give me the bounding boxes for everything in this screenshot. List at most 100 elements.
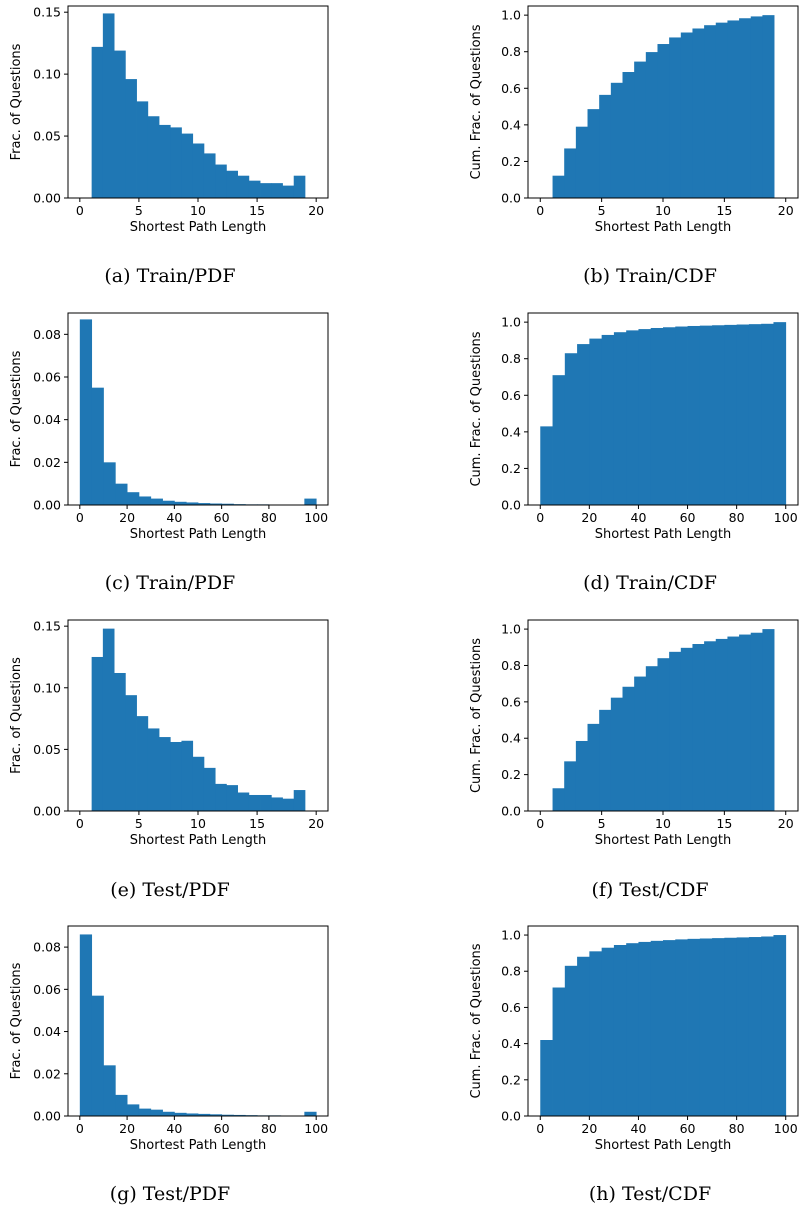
x-tick-label: 5 — [598, 203, 606, 218]
x-tick-label: 40 — [166, 510, 182, 525]
bar — [587, 723, 600, 811]
bar — [162, 500, 175, 505]
y-tick-label: 1.0 — [501, 928, 521, 943]
x-tick-label: 15 — [249, 203, 265, 218]
y-tick-label: 0.15 — [33, 5, 61, 20]
bar — [138, 1108, 152, 1116]
bar — [622, 686, 635, 811]
bar — [282, 798, 295, 811]
caption-e: (e) Test/PDF — [110, 879, 230, 901]
y-tick-label: 0.4 — [501, 117, 521, 132]
bar — [761, 323, 774, 505]
bar — [159, 124, 171, 198]
x-axis-label: Shortest Path Length — [595, 833, 731, 848]
bar — [634, 61, 647, 199]
x-axis-label: Shortest Path Length — [595, 220, 731, 235]
bar — [736, 937, 750, 1116]
x-tick-label: 0 — [536, 203, 544, 218]
bar — [663, 940, 676, 1116]
bar — [271, 183, 283, 198]
bar — [91, 656, 104, 811]
x-tick-label: 40 — [631, 510, 647, 525]
bar — [669, 651, 682, 811]
bar — [215, 783, 227, 811]
bar — [174, 501, 187, 505]
x-tick-label: 40 — [631, 1121, 647, 1136]
caption-g: (g) Test/PDF — [109, 1183, 231, 1205]
chart-panel-3: 0 20 40 60 80 100 0.0 0.2 0.4 0.6 0.8 1.0 Shortest P… — [469, 312, 799, 542]
bar — [761, 936, 774, 1116]
bar — [282, 185, 295, 198]
y-tick-label: 0.10 — [33, 680, 61, 695]
bar — [260, 794, 272, 811]
y-tick-label: 1.0 — [501, 315, 521, 330]
x-tick-label: 20 — [308, 816, 324, 831]
bar — [233, 1114, 246, 1116]
bar — [626, 943, 639, 1116]
x-tick-label: 15 — [716, 203, 732, 218]
bar — [669, 37, 682, 199]
bar — [221, 503, 234, 505]
x-tick-label: 80 — [261, 510, 277, 525]
bar — [657, 658, 670, 811]
bar — [724, 937, 738, 1116]
bar — [575, 126, 588, 198]
bar — [739, 634, 752, 811]
y-tick-label: 0.05 — [33, 129, 61, 144]
bar — [114, 50, 126, 199]
bar — [127, 1104, 140, 1116]
x-tick-label: 100 — [304, 1121, 328, 1136]
y-tick-label: 0.2 — [501, 767, 521, 782]
y-axis-label: Cum. Frac. of Questions — [469, 638, 484, 793]
bar — [645, 52, 658, 198]
x-tick-label: 80 — [261, 1121, 277, 1136]
caption-a: (a) Train/PDF — [104, 265, 236, 287]
bar — [650, 940, 664, 1116]
bar — [103, 462, 116, 505]
bar — [610, 82, 623, 198]
bar — [712, 325, 725, 505]
x-axis-label: Shortest Path Length — [130, 527, 266, 542]
bar — [704, 641, 717, 811]
bar — [599, 94, 612, 198]
bar — [773, 935, 787, 1116]
bar — [663, 327, 676, 505]
x-tick-label: 20 — [581, 510, 597, 525]
x-tick-label: 40 — [166, 1121, 182, 1136]
bar — [186, 502, 199, 505]
bar — [634, 676, 647, 811]
bar — [552, 175, 565, 198]
bar — [127, 492, 140, 505]
chart-panel-6: 0 20 40 60 80 100 0.00 0.02 0.04 0.06 0.08 Shortest… — [9, 925, 329, 1153]
bar — [125, 695, 137, 811]
caption-d: (d) Train/CDF — [583, 572, 717, 594]
bar — [762, 15, 775, 199]
bar — [727, 20, 740, 199]
y-tick-label: 0.6 — [501, 1000, 521, 1015]
y-tick-label: 0.4 — [501, 731, 521, 746]
y-tick-label: 0.00 — [33, 1109, 61, 1124]
x-tick-label: 80 — [729, 1121, 745, 1136]
chart-panel-5: 0 5 10 15 20 0.0 0.2 0.4 0.6 0.8 1.0 Shortest Path … — [469, 619, 799, 848]
bar — [645, 666, 658, 811]
bar — [91, 46, 104, 198]
bar — [564, 353, 578, 505]
y-tick-label: 0.15 — [33, 619, 61, 634]
y-tick-label: 0.8 — [501, 44, 521, 59]
y-tick-label: 0.2 — [501, 154, 521, 169]
bar — [91, 995, 104, 1116]
y-tick-label: 0.0 — [501, 804, 521, 819]
bar — [704, 25, 717, 199]
y-axis-label: Frac. of Questions — [9, 350, 24, 467]
bar — [715, 638, 728, 811]
y-tick-label: 0.00 — [33, 191, 61, 206]
x-tick-label: 60 — [680, 1121, 696, 1136]
plot-frame — [527, 312, 799, 506]
y-tick-label: 0.02 — [33, 455, 61, 470]
bar — [626, 330, 639, 505]
bar — [226, 785, 238, 811]
y-tick-label: 0.8 — [501, 964, 521, 979]
x-tick-label: 5 — [135, 816, 143, 831]
bar — [712, 938, 725, 1116]
x-tick-label: 10 — [655, 816, 671, 831]
